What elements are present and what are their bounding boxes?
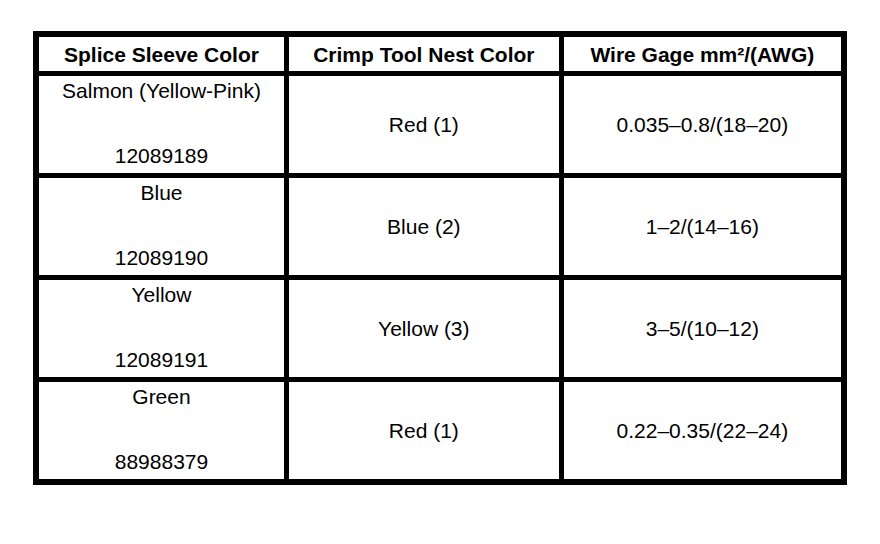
table-body: Salmon (Yellow-Pink) 12089189 Red (1) 0.… bbox=[36, 74, 844, 483]
sleeve-part-number: 12089190 bbox=[115, 246, 208, 269]
wire-gage-cell: 0.035–0.8/(18–20) bbox=[561, 74, 844, 176]
splice-sleeve-cell: Salmon (Yellow-Pink) 12089189 bbox=[36, 74, 286, 176]
nest-color-cell: Red (1) bbox=[286, 380, 561, 483]
table-row: Blue 12089190 Blue (2) 1–2/(14–16) bbox=[36, 176, 844, 278]
splice-sleeve-cell: Green 88988379 bbox=[36, 380, 286, 483]
sleeve-part-number: 88988379 bbox=[115, 450, 208, 473]
sleeve-color-name: Salmon (Yellow-Pink) bbox=[62, 79, 261, 102]
sleeve-part-number: 12089191 bbox=[115, 348, 208, 371]
table-row: Yellow 12089191 Yellow (3) 3–5/(10–12) bbox=[36, 278, 844, 380]
table-row: Salmon (Yellow-Pink) 12089189 Red (1) 0.… bbox=[36, 74, 844, 176]
sleeve-color-name: Blue bbox=[140, 181, 182, 204]
splice-sleeve-cell: Blue 12089190 bbox=[36, 176, 286, 278]
header-wire-gage: Wire Gage mm²/(AWG) bbox=[561, 34, 844, 74]
document-page: Splice Sleeve Color Crimp Tool Nest Colo… bbox=[0, 0, 880, 544]
wire-gage-cell: 1–2/(14–16) bbox=[561, 176, 844, 278]
wire-gage-cell: 0.22–0.35/(22–24) bbox=[561, 380, 844, 483]
nest-color-cell: Blue (2) bbox=[286, 176, 561, 278]
sleeve-part-number: 12089189 bbox=[115, 144, 208, 167]
sleeve-color-name: Yellow bbox=[132, 283, 192, 306]
header-row: Splice Sleeve Color Crimp Tool Nest Colo… bbox=[36, 34, 844, 74]
header-splice-sleeve-color: Splice Sleeve Color bbox=[36, 34, 286, 74]
nest-color-cell: Red (1) bbox=[286, 74, 561, 176]
wire-gage-cell: 3–5/(10–12) bbox=[561, 278, 844, 380]
splice-sleeve-cell: Yellow 12089191 bbox=[36, 278, 286, 380]
header-crimp-tool-nest-color: Crimp Tool Nest Color bbox=[286, 34, 561, 74]
nest-color-cell: Yellow (3) bbox=[286, 278, 561, 380]
splice-sleeve-table: Splice Sleeve Color Crimp Tool Nest Colo… bbox=[33, 31, 847, 485]
table-row: Green 88988379 Red (1) 0.22–0.35/(22–24) bbox=[36, 380, 844, 483]
sleeve-color-name: Green bbox=[132, 385, 190, 408]
